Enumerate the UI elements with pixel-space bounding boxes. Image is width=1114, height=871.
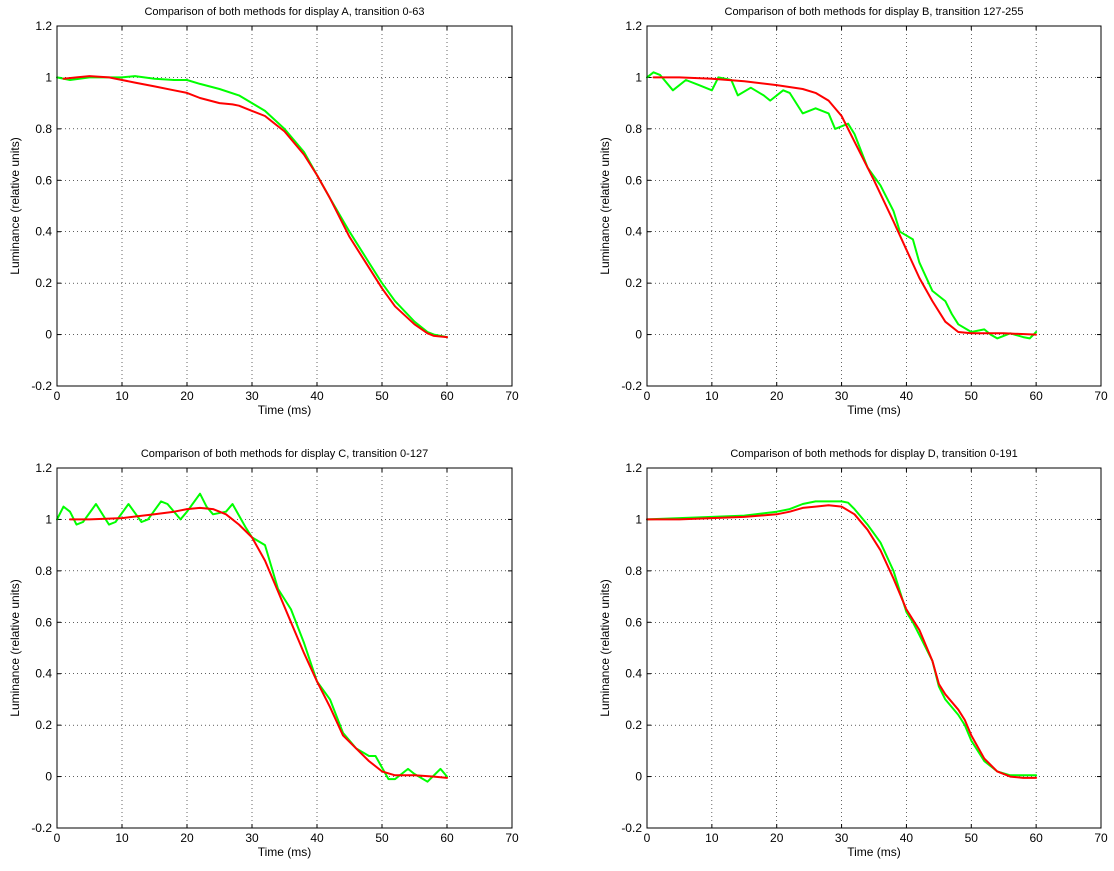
- y-tick-label: 0.4: [35, 225, 52, 239]
- y-tick-label: 0.6: [625, 615, 642, 629]
- y-tick-label: -0.2: [31, 379, 52, 393]
- series-line-red: [69, 506, 448, 779]
- y-tick-label: 0.8: [35, 122, 52, 136]
- y-tick-label: -0.2: [621, 379, 642, 393]
- x-tick-label: 0: [54, 831, 61, 845]
- y-tick-label: 0.6: [35, 615, 52, 629]
- x-tick-label: 30: [245, 831, 259, 845]
- x-tick-label: 20: [180, 831, 194, 845]
- x-tick-label: 70: [505, 831, 519, 845]
- x-tick-label: 40: [900, 831, 914, 845]
- chart-panel-0: 0 10 20 30 40 50 60 70-0.200.20.40.60.811.2Comp…: [8, 6, 519, 417]
- y-tick-label: 0.2: [625, 276, 642, 290]
- x-tick-label: 60: [440, 831, 454, 845]
- plot-area: [57, 468, 512, 828]
- x-tick-label: 40: [310, 389, 324, 403]
- y-axis-label: Luminance (relative units): [8, 579, 22, 716]
- y-tick-label: -0.2: [621, 821, 642, 835]
- x-tick-label: 40: [310, 831, 324, 845]
- y-tick-label: 1: [635, 512, 642, 526]
- chart-panel-2: 0 10 20 30 40 50 60 70-0.200.20.40.60.811.2Comp…: [8, 448, 519, 859]
- chart-title: Comparison of both methods for display A…: [144, 6, 424, 18]
- series-line-green: [646, 71, 1038, 340]
- y-tick-label: 0.8: [625, 564, 642, 578]
- x-tick-label: 20: [770, 389, 784, 403]
- x-tick-label: 10: [115, 831, 129, 845]
- x-tick-label: 30: [835, 831, 849, 845]
- y-axis-label: Luminance (relative units): [598, 579, 612, 716]
- y-tick-label: -0.2: [31, 821, 52, 835]
- plot-area: [647, 26, 1101, 386]
- x-tick-label: 50: [965, 831, 979, 845]
- y-tick-label: 0.4: [35, 667, 52, 681]
- y-tick-label: 1.2: [625, 461, 642, 475]
- x-tick-label: 30: [245, 389, 259, 403]
- axes-box: [646, 467, 1102, 829]
- x-tick-label: 0: [644, 831, 651, 845]
- axes-box: [646, 25, 1102, 387]
- x-tick-label: 10: [705, 831, 719, 845]
- plot-area: [57, 26, 512, 386]
- x-axis-label: Time (ms): [847, 845, 901, 859]
- x-tick-label: 70: [505, 389, 519, 403]
- y-tick-label: 0.2: [625, 718, 642, 732]
- y-tick-label: 0.8: [35, 564, 52, 578]
- y-axis-label: Luminance (relative units): [8, 137, 22, 274]
- chart-title: Comparison of both methods for display B…: [725, 6, 1024, 18]
- x-tick-label: 10: [705, 389, 719, 403]
- series-line-red: [62, 75, 448, 339]
- y-tick-label: 1.2: [625, 19, 642, 33]
- plot-area: [647, 468, 1101, 828]
- x-tick-label: 70: [1094, 831, 1108, 845]
- x-axis-label: Time (ms): [847, 403, 901, 417]
- y-tick-label: 0.8: [625, 122, 642, 136]
- x-tick-label: 70: [1094, 389, 1108, 403]
- chart-title: Comparison of both methods for display C…: [141, 448, 428, 460]
- series-line-green: [646, 500, 1038, 777]
- x-tick-label: 30: [835, 389, 849, 403]
- chart-title: Comparison of both methods for display D…: [730, 448, 1017, 460]
- axes-box: [56, 25, 513, 387]
- y-axis-label: Luminance (relative units): [598, 137, 612, 274]
- axes-box: [56, 467, 513, 829]
- y-tick-label: 1: [45, 70, 52, 84]
- x-tick-label: 50: [965, 389, 979, 403]
- x-tick-label: 0: [644, 389, 651, 403]
- y-tick-label: 0.2: [35, 276, 52, 290]
- y-tick-label: 1: [45, 512, 52, 526]
- series-line-red: [646, 504, 1038, 779]
- x-tick-label: 40: [900, 389, 914, 403]
- series-line-red: [652, 76, 1038, 336]
- y-tick-label: 0.2: [35, 718, 52, 732]
- series-line-green: [56, 75, 448, 339]
- x-tick-label: 60: [440, 389, 454, 403]
- y-tick-label: 0.6: [35, 173, 52, 187]
- x-tick-label: 60: [1029, 389, 1043, 403]
- y-tick-label: 0.4: [625, 225, 642, 239]
- y-tick-label: 1.2: [35, 19, 52, 33]
- chart-panel-1: 0 10 20 30 40 50 60 70-0.200.20.40.60.811.2Comp…: [598, 6, 1108, 417]
- chart-panel-3: 0 10 20 30 40 50 60 70-0.200.20.40.60.811.2Comp…: [598, 448, 1108, 859]
- x-tick-label: 10: [115, 389, 129, 403]
- y-tick-label: 0: [635, 328, 642, 342]
- y-tick-label: 0: [635, 770, 642, 784]
- x-tick-label: 50: [375, 389, 389, 403]
- y-tick-label: 0.6: [625, 173, 642, 187]
- y-tick-label: 1.2: [35, 461, 52, 475]
- x-tick-label: 20: [770, 831, 784, 845]
- x-tick-label: 60: [1029, 831, 1043, 845]
- x-axis-label: Time (ms): [258, 403, 312, 417]
- y-tick-label: 0: [45, 328, 52, 342]
- x-tick-label: 20: [180, 389, 194, 403]
- x-tick-label: 50: [375, 831, 389, 845]
- y-tick-label: 1: [635, 70, 642, 84]
- y-tick-label: 0.4: [625, 667, 642, 681]
- x-axis-label: Time (ms): [258, 845, 312, 859]
- y-tick-label: 0: [45, 770, 52, 784]
- x-tick-label: 0: [54, 389, 61, 403]
